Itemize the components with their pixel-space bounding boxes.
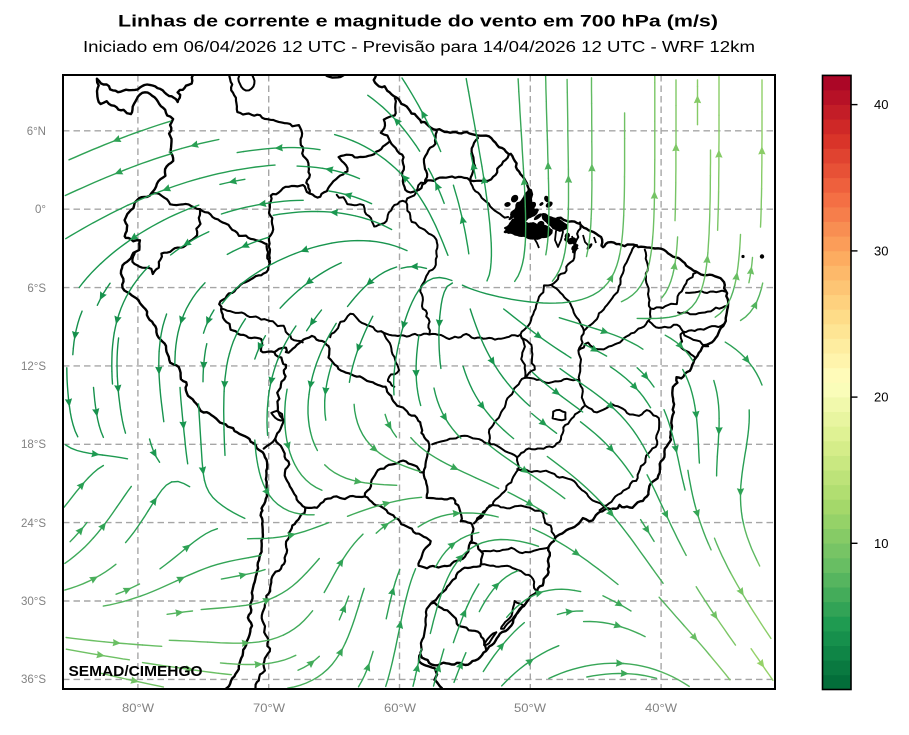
- svg-text:50°W: 50°W: [514, 703, 546, 715]
- svg-text:70°W: 70°W: [253, 703, 285, 715]
- svg-text:6°S: 6°S: [27, 283, 46, 295]
- svg-text:20: 20: [874, 390, 888, 405]
- svg-text:0°: 0°: [35, 204, 46, 216]
- svg-text:Iniciado em 06/04/2026 12 UTC: Iniciado em 06/04/2026 12 UTC - Previsão…: [83, 39, 755, 56]
- svg-text:80°W: 80°W: [122, 703, 154, 715]
- svg-text:60°W: 60°W: [384, 703, 416, 715]
- svg-text:30°S: 30°S: [21, 596, 46, 608]
- svg-text:SEMAD/CIMEHGO: SEMAD/CIMEHGO: [69, 663, 203, 680]
- svg-text:18°S: 18°S: [21, 439, 46, 451]
- svg-text:12°S: 12°S: [21, 361, 46, 373]
- svg-text:30: 30: [874, 243, 888, 258]
- svg-text:24°S: 24°S: [21, 518, 46, 530]
- svg-text:10: 10: [874, 536, 888, 551]
- svg-text:40: 40: [874, 97, 888, 112]
- svg-text:Linhas de corrente e magnitude: Linhas de corrente e magnitude do vento …: [118, 13, 718, 31]
- svg-text:36°S: 36°S: [21, 674, 46, 686]
- svg-text:40°W: 40°W: [645, 703, 677, 715]
- svg-text:6°N: 6°N: [27, 126, 46, 138]
